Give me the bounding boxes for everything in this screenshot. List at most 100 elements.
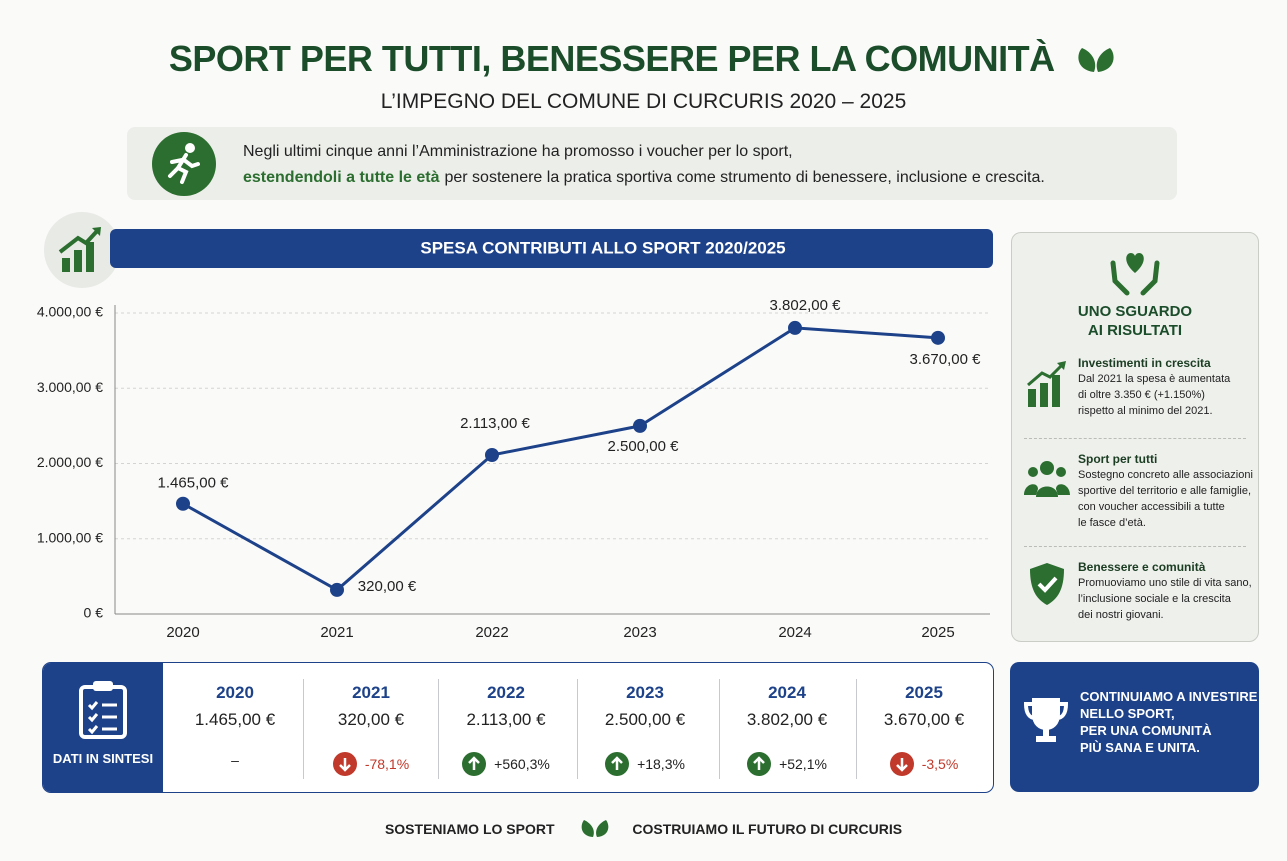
panel-title: AI RISULTATI — [1087, 322, 1183, 339]
item-text: sportive del territorio e alle famiglie, — [1078, 485, 1252, 497]
title-text: SPORT PER TUTTI, BENESSERE PER LA COMUNI… — [168, 38, 1055, 79]
summary-column: 2020 1.465,00 € – — [167, 663, 303, 792]
cta-line: NELLO SPORT, — [1080, 706, 1175, 721]
item-text: l’inclusione sociale e la crescita — [1078, 593, 1231, 605]
data-label: 3.802,00 € — [770, 297, 842, 314]
item-text: le fasce d’età. — [1078, 517, 1146, 529]
people-icon — [1024, 461, 1070, 497]
footer-left: SOSTENIAMO LO SPORT — [384, 821, 555, 837]
results-panel: UNO SGUARDO AI RISULTATI Investimenti in… — [1011, 232, 1259, 642]
title: SPORT PER TUTTI, BENESSERE PER LA COMUNI… — [0, 38, 1287, 80]
change-arrow — [889, 752, 914, 776]
panel-item: Benessere e comunità Promuoviamo uno stil… — [1078, 559, 1252, 623]
summary-table: DATI IN SINTESI 2020 1.465,00 € – 2021 320,0… — [42, 662, 994, 793]
cta-line: CONTINUIAMO A INVESTIRE — [1080, 689, 1258, 704]
column-separator — [856, 679, 857, 779]
item-text: Promuoviamo uno stile di vita sano, — [1078, 577, 1252, 589]
point — [176, 496, 190, 511]
summary-change: -78,1% — [303, 752, 439, 776]
data-label: 3.670,00 € — [910, 351, 982, 368]
point — [330, 582, 344, 597]
summary-value: 2.500,00 € — [604, 710, 686, 729]
point — [485, 447, 499, 462]
change-text: +560,3% — [494, 756, 550, 772]
summary-column: 2022 2.113,00 € +560,3% — [438, 663, 574, 792]
summary-change: +560,3% — [438, 752, 574, 776]
item-title: Investimenti in crescita — [1078, 356, 1211, 370]
x-tick-label: 2022 — [475, 624, 508, 641]
summary-change: – — [167, 752, 303, 768]
data-label: 2.113,00 € — [460, 415, 530, 432]
summary-label: DATI IN SINTESI — [52, 751, 154, 766]
summary-year: 2023 — [626, 683, 664, 702]
column-separator — [303, 679, 304, 779]
cta-line: PIÙ SANA E UNITA. — [1080, 740, 1200, 755]
item-text: con voucher accessibili a tutte — [1078, 501, 1225, 513]
summary-column: 2023 2.500,00 € +18,3% — [577, 663, 713, 792]
summary-value: 3.802,00 € — [746, 710, 828, 729]
x-tick-label: 2021 — [320, 624, 353, 641]
growth-icon — [1027, 361, 1066, 407]
summary-value: 2.113,00 € — [466, 710, 546, 729]
x-tick-label: 2025 — [921, 624, 954, 641]
summary-value: 1.465,00 € — [194, 710, 276, 729]
intro-line: Negli ultimi cinque anni l’Amministrazio… — [243, 143, 793, 160]
subtitle: L’IMPEGNO DEL COMUNE DI CURCURIS 2020 – … — [380, 90, 907, 113]
y-tick-label: 1.000,00 € — [37, 529, 103, 545]
cta-box: CONTINUIAMO A INVESTIRE NELLO SPORT, PER U… — [1010, 662, 1259, 792]
item-title: Benessere e comunità — [1078, 560, 1206, 574]
cta-text: CONTINUIAMO A INVESTIRE NELLO SPORT, PER U… — [1080, 688, 1257, 756]
chart-title: SPESA CONTRIBUTI ALLO SPORT 2020/2025 — [420, 238, 785, 257]
change-arrow — [462, 752, 487, 776]
intro-box: Negli ultimi cinque anni l’Amministrazio… — [127, 127, 1177, 200]
chart-header — [110, 229, 993, 268]
summary-change: +18,3% — [577, 752, 713, 776]
intro-highlight: estendendoli a tutte le età — [243, 169, 440, 186]
change-text: – — [231, 752, 239, 768]
item-text: Sostegno concreto alle associazioni — [1078, 469, 1253, 481]
data-label: 1.465,00 € — [158, 475, 230, 492]
summary-column: 2025 3.670,00 € -3,5% — [856, 663, 992, 792]
summary-column: 2021 320,00 € -78,1% — [303, 663, 439, 792]
change-text: -3,5% — [921, 756, 959, 772]
summary-change: -3,5% — [856, 752, 992, 776]
separator — [1024, 546, 1246, 547]
y-tick-label: 0 € — [84, 605, 104, 621]
panel-item: Investimenti in crescita Dal 2021 la spes… — [1078, 355, 1230, 419]
heart-hands-icon — [1110, 253, 1160, 296]
summary-year: 2022 — [487, 683, 525, 702]
summary-column: 2024 3.802,00 € +52,1% — [719, 663, 855, 792]
column-separator — [577, 679, 578, 779]
leaf-icon — [1078, 48, 1114, 72]
x-tick-label: 2023 — [623, 624, 656, 641]
cta-line: PER UNA COMUNITÀ — [1080, 723, 1212, 738]
y-tick-label: 2.000,00 € — [37, 454, 103, 470]
panel-item: Sport per tutti Sostegno concreto alle as… — [1078, 451, 1253, 531]
change-arrow — [747, 752, 772, 776]
y-tick-label: 4.000,00 € — [37, 304, 103, 320]
y-tick-label: 3.000,00 € — [37, 379, 103, 395]
summary-value: 320,00 € — [337, 710, 405, 729]
item-title: Sport per tutti — [1078, 452, 1158, 466]
summary-label-block: DATI IN SINTESI — [43, 663, 163, 792]
clipboard-icon — [79, 681, 127, 739]
data-label: 2.500,00 € — [608, 438, 680, 455]
column-separator — [438, 679, 439, 779]
line — [182, 326, 939, 592]
intro-rest: per sostenere la pratica sportiva come s… — [444, 169, 1045, 186]
change-text: +18,3% — [637, 756, 685, 772]
summary-year: 2020 — [216, 683, 254, 702]
x-tick-label: 2020 — [166, 624, 199, 641]
change-text: +52,1% — [779, 756, 827, 772]
item-text: Dal 2021 la spesa è aumentata — [1078, 373, 1231, 385]
item-text: di oltre 3.350 € (+1.150%) — [1078, 389, 1205, 401]
summary-year: 2024 — [768, 683, 806, 702]
separator — [1024, 438, 1246, 439]
point — [931, 330, 945, 345]
intro-line: estendendoli a tutte le età per sostenere… — [243, 169, 1045, 187]
chart-icon — [58, 227, 101, 272]
panel-title: UNO SGUARDO — [1077, 303, 1193, 320]
x-tick-label: 2024 — [778, 624, 811, 641]
shield-icon — [1030, 563, 1064, 605]
item-text: dei nostri giovani. — [1078, 609, 1164, 621]
